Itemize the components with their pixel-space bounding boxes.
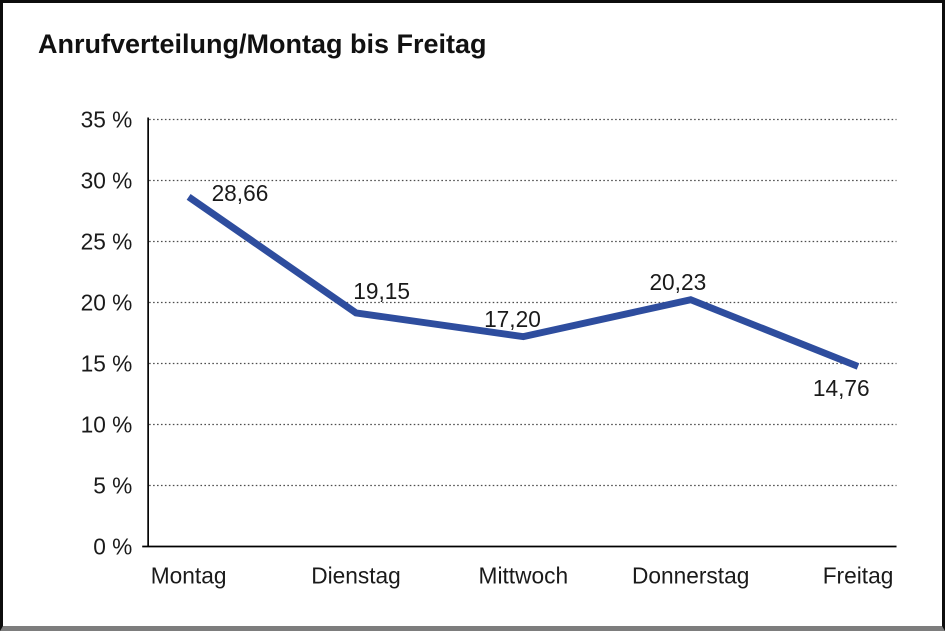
x-category-label: Mittwoch [479, 563, 569, 589]
data-point-label: 28,66 [212, 180, 269, 206]
data-point-label: 17,20 [484, 306, 541, 332]
line-chart-canvas: 0 % 5 % 10 % 15 % 20 % 25 % 30 % 35 % Montag Dien… [81, 106, 897, 589]
y-tick-label: 35 % [81, 106, 133, 132]
y-tick-label: 5 % [93, 472, 132, 498]
x-category-label: Donnerstag [632, 563, 749, 589]
chart-title: Anrufverteilung/Montag bis Freitag [38, 29, 487, 59]
x-category-label: Dienstag [311, 563, 401, 589]
y-tick-label: 20 % [81, 289, 133, 315]
y-tick-label: 25 % [81, 228, 133, 254]
series-line-anrufverteilung [186, 194, 860, 370]
y-tick-label: 0 % [93, 533, 132, 559]
data-point-label: 14,76 [813, 375, 870, 401]
x-category-label: Montag [151, 563, 227, 589]
data-point-label: 19,15 [353, 278, 410, 304]
x-category-label: Freitag [823, 563, 894, 589]
y-tick-label: 15 % [81, 350, 133, 376]
y-tick-label: 30 % [81, 167, 133, 193]
y-tick-label: 10 % [81, 411, 133, 437]
data-point-label: 20,23 [649, 269, 706, 295]
